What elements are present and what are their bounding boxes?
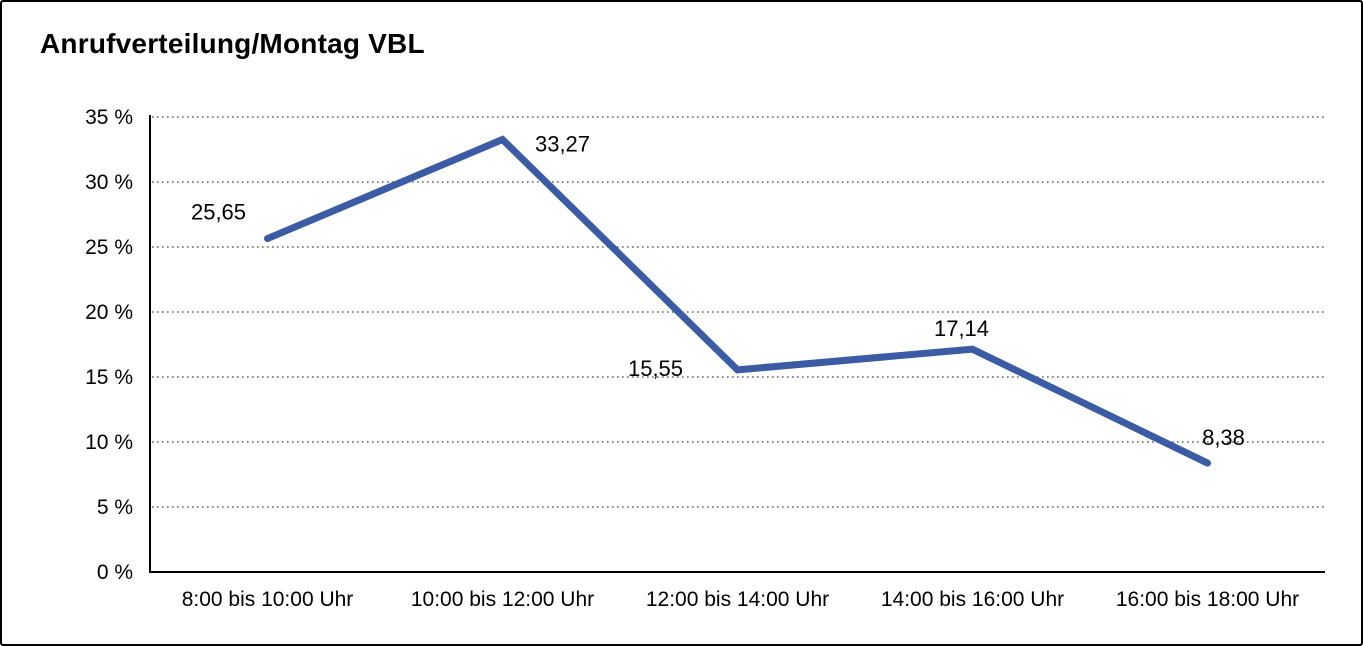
y-axis-tick-label: 5 % — [97, 496, 133, 519]
x-axis-category-label: 10:00 bis 12:00 Uhr — [411, 588, 594, 611]
y-axis-tick-label: 20 % — [85, 301, 133, 324]
x-axis-category-label: 14:00 bis 16:00 Uhr — [881, 588, 1064, 611]
y-axis-tick-label: 35 % — [85, 106, 133, 129]
x-axis-category-label: 8:00 bis 10:00 Uhr — [182, 588, 354, 611]
data-point-label: 17,14 — [934, 316, 989, 341]
data-point-label: 25,65 — [191, 200, 246, 225]
y-axis-tick-label: 10 % — [85, 431, 133, 454]
y-axis-tick-label: 15 % — [85, 366, 133, 389]
data-point-label: 8,38 — [1202, 425, 1245, 450]
chart-title: Anrufverteilung/Montag VBL — [40, 28, 425, 59]
data-point-label: 33,27 — [535, 131, 590, 156]
x-axis-category-label: 12:00 bis 14:00 Uhr — [646, 588, 829, 611]
y-axis-tick-label: 30 % — [85, 171, 133, 194]
axis-lines — [149, 115, 1325, 573]
data-series-line — [264, 135, 1211, 467]
y-axis-tick-label: 25 % — [85, 236, 133, 259]
y-axis-tick-label: 0 % — [97, 561, 133, 584]
x-axis-category-label: 16:00 bis 18:00 Uhr — [1116, 588, 1299, 611]
data-point-label: 15,55 — [628, 356, 683, 381]
